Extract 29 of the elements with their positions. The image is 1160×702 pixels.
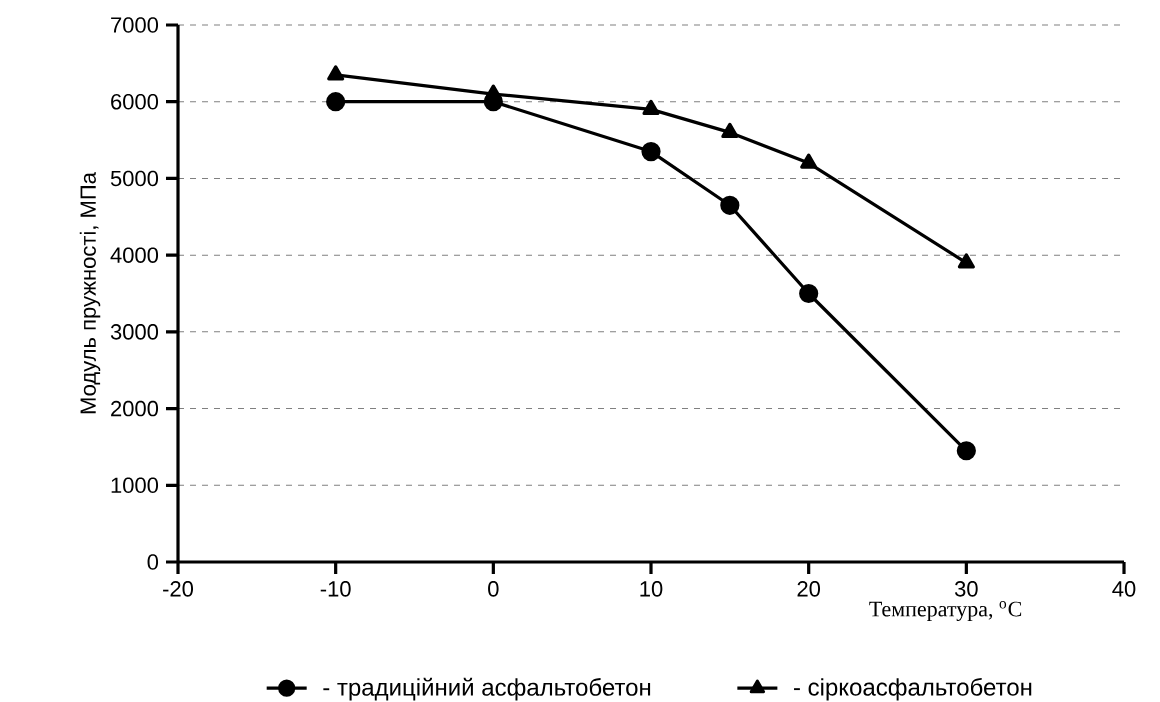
x-tick-label: 30 [954,581,978,597]
point [641,141,661,162]
x-tick-label: 10 [640,581,663,597]
x-tick-label: 40 [1112,581,1136,597]
y-tick-label: 2000 [111,400,159,417]
y-axis-title: Модуль пружності, МПа [79,172,101,414]
point [800,153,818,169]
x-tick-label: -20 [163,581,194,597]
y-tick-label: 7000 [111,17,159,33]
y-tick-label: 5000 [110,170,159,187]
x-tick-label: 20 [797,581,821,597]
x-axis-title: Температура, $^{o}$C [869,601,1022,622]
legend-label: - традиційний асфальтобетон [323,677,651,701]
x-tick-label: -10 [320,581,351,597]
point [720,195,740,215]
point [484,84,502,100]
point [956,441,976,461]
y-tick-label: 4000 [110,247,159,263]
y-tick-label: 6000 [111,93,159,110]
point [642,99,660,115]
x-tick-label: 0 [488,581,499,597]
point [799,283,819,304]
legend-label: - сіркоасфальтобетон [794,677,1032,701]
point [957,253,975,269]
point [721,122,739,139]
y-tick-label: 3000 [110,324,159,340]
y-tick-label: 1000 [111,477,159,494]
point [327,65,345,81]
y-tick-label: 0 [147,554,159,570]
